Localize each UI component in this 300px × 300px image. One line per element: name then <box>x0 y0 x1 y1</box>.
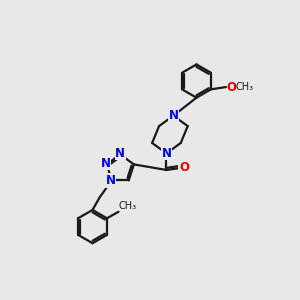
Text: N: N <box>168 109 178 122</box>
Text: N: N <box>100 157 110 170</box>
Text: N: N <box>115 147 125 160</box>
Text: O: O <box>227 81 237 94</box>
Text: O: O <box>179 161 189 174</box>
Text: CH₃: CH₃ <box>119 201 137 211</box>
Text: N: N <box>106 174 116 187</box>
Text: N: N <box>161 147 172 160</box>
Text: CH₃: CH₃ <box>236 82 254 92</box>
